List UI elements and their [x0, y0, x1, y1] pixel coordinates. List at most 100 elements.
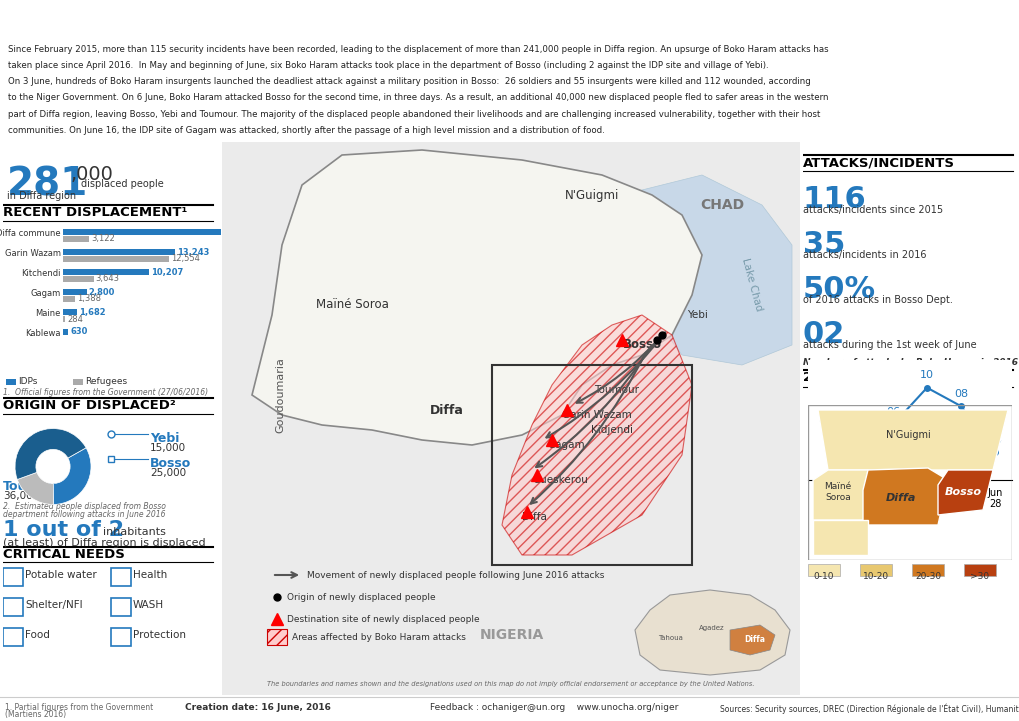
Text: Diffa: Diffa [430, 404, 464, 417]
Text: ,000: ,000 [71, 165, 114, 184]
Text: Refugees: Refugees [85, 378, 127, 386]
Text: Ⓞ OCHA: Ⓞ OCHA [934, 13, 1004, 31]
Text: 20-30: 20-30 [914, 572, 941, 581]
Text: Potable water: Potable water [25, 570, 97, 580]
Bar [63, 236, 90, 242]
Text: Yebi: Yebi [150, 432, 179, 445]
Text: WASH: WASH [132, 600, 164, 610]
Text: Tahoua: Tahoua [657, 635, 682, 641]
Text: Attacks and population movements in Diffa region (as of 28 June, 2016): Attacks and population movements in Diff… [72, 14, 608, 30]
Text: 20,121: 20,121 [234, 228, 267, 236]
Text: NIGER:: NIGER: [11, 14, 73, 30]
Bar [63, 296, 74, 302]
Bar [6, 379, 16, 385]
Text: 06: 06 [886, 407, 899, 417]
Text: Diffa: Diffa [884, 493, 915, 503]
Text: Kitchendi: Kitchendi [21, 269, 61, 278]
Polygon shape [501, 315, 691, 555]
Polygon shape [635, 590, 790, 675]
Bar [63, 289, 87, 295]
Bar [73, 379, 83, 385]
Text: Bosso: Bosso [150, 457, 192, 470]
Text: Maine: Maine [36, 309, 61, 318]
Text: Protection: Protection [132, 630, 185, 640]
Polygon shape [812, 470, 867, 520]
Polygon shape [252, 150, 701, 445]
Text: 2015 ATTACKS/INCIDENTS: 2015 ATTACKS/INCIDENTS [802, 371, 996, 384]
Text: Diffa commune: Diffa commune [0, 229, 61, 238]
Text: 50%: 50% [802, 275, 875, 304]
Bar [63, 256, 169, 262]
Wedge shape [53, 448, 91, 505]
Text: 2.  Estimated people displaced from Bosso: 2. Estimated people displaced from Bosso [3, 502, 166, 511]
Text: 05: 05 [817, 417, 832, 426]
Bar [63, 329, 68, 335]
Text: Maïné Soroa: Maïné Soroa [315, 298, 388, 311]
Text: N'Guigmi: N'Guigmi [884, 430, 929, 440]
Text: 3,643: 3,643 [96, 275, 119, 283]
Text: department following attacks in June 2016: department following attacks in June 201… [3, 510, 165, 519]
Text: CHAD: CHAD [699, 198, 743, 212]
Text: 2,800: 2,800 [89, 288, 115, 296]
Bar [63, 316, 65, 322]
Text: NIGERIA: NIGERIA [479, 628, 543, 642]
Text: 10-20: 10-20 [862, 572, 889, 581]
Text: in Diffa region: in Diffa region [7, 191, 76, 201]
Polygon shape [937, 470, 993, 515]
Text: (Martiens 2016): (Martiens 2016) [5, 710, 66, 719]
Text: displaced people: displaced people [81, 179, 164, 189]
Text: N'Guigmi: N'Guigmi [565, 188, 619, 201]
Text: to the Niger Government. On 6 June, Boko Haram attacked Bosso for the second tim: to the Niger Government. On 6 June, Boko… [8, 94, 827, 102]
Text: 10: 10 [919, 371, 933, 380]
Text: 10,207: 10,207 [151, 267, 183, 276]
Polygon shape [812, 520, 867, 555]
Text: 13,243: 13,243 [176, 247, 209, 257]
Text: 15,000: 15,000 [150, 443, 185, 453]
Text: On 3 June, hundreds of Boko Haram insurgents launched the deadliest attack again: On 3 June, hundreds of Boko Haram insurg… [8, 77, 810, 87]
Text: Agadez: Agadez [698, 625, 725, 631]
Polygon shape [817, 410, 1007, 470]
Text: 08: 08 [953, 389, 967, 399]
Bar [3, 568, 23, 586]
Text: 0-10: 0-10 [813, 572, 834, 581]
Text: taken place since April 2016.  In May and beginning of June, six Boko Haram atta: taken place since April 2016. In May and… [8, 61, 768, 70]
Text: Bosso: Bosso [622, 338, 661, 352]
Text: 1. Partial figures from the Government: 1. Partial figures from the Government [5, 703, 153, 712]
Bar [111, 598, 130, 616]
Text: Kablewa: Kablewa [25, 329, 61, 338]
Polygon shape [862, 468, 947, 525]
Bar [963, 564, 995, 576]
Text: 02: 02 [802, 320, 845, 349]
Text: 25,000: 25,000 [150, 468, 185, 478]
Bar [911, 564, 943, 576]
Text: 1 out of 2: 1 out of 2 [3, 520, 124, 540]
Text: inhabitants: inhabitants [103, 527, 166, 537]
Text: CRITICAL NEEDS: CRITICAL NEEDS [3, 548, 124, 561]
Text: Areas affected by Boko Haram attacks: Areas affected by Boko Haram attacks [291, 632, 466, 642]
Wedge shape [15, 428, 86, 479]
Text: Toumour: Toumour [594, 385, 639, 395]
Text: 281: 281 [7, 165, 89, 203]
Text: ATTACKS/INCIDENTS: ATTACKS/INCIDENTS [802, 156, 954, 169]
Text: Food: Food [25, 630, 50, 640]
Text: Toumour: Toumour [3, 480, 64, 493]
Bar [3, 628, 23, 646]
Text: Diffa: Diffa [744, 635, 764, 644]
Bar [267, 629, 286, 645]
Text: 36,000: 36,000 [3, 491, 39, 501]
Text: (at least) of Diffa region is displaced: (at least) of Diffa region is displaced [3, 538, 206, 548]
Text: 116: 116 [802, 185, 866, 214]
Text: IDPs: IDPs [18, 378, 38, 386]
Text: 3,122: 3,122 [92, 234, 115, 244]
Bar [63, 309, 77, 315]
Text: The boundaries and names shown and the designations used on this map do not impl: The boundaries and names shown and the d… [267, 681, 754, 687]
Text: Goudoumaria: Goudoumaria [275, 357, 284, 433]
Text: Garin Wazam: Garin Wazam [5, 249, 61, 258]
Bar [63, 269, 149, 275]
Text: Movement of newly displaced people following June 2016 attacks: Movement of newly displaced people follo… [307, 570, 604, 580]
Bar [111, 628, 130, 646]
Text: 1.  Official figures from the Government (27/06/2016): 1. Official figures from the Government … [3, 388, 208, 397]
Text: Yebi: Yebi [687, 310, 707, 320]
Text: Gagam: Gagam [31, 289, 61, 298]
Text: Lake Chad: Lake Chad [740, 257, 763, 313]
